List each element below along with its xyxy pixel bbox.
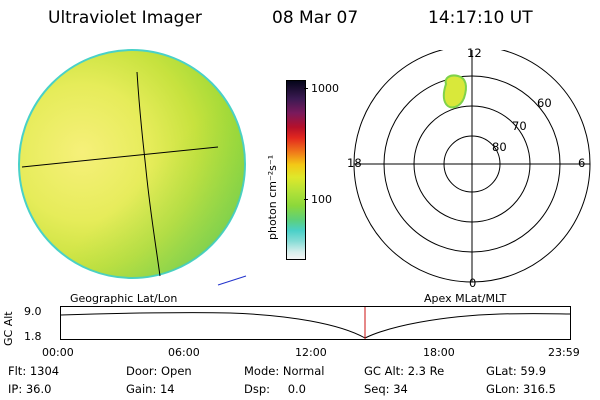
lat-label-70: 70 [512,119,527,133]
flt-value: 1304 [29,364,60,378]
dsp-value: 0.0 [287,382,306,396]
ip-value: 36.0 [25,382,52,396]
colorbar-tick-100 [304,199,308,200]
mlt-label-0: 0 [469,276,477,290]
time-tick-2359: 23:59 [548,346,580,359]
altitude-plot [60,306,571,340]
time-tick-0000: 00:00 [42,346,74,359]
altitude-axis-title: GC Alt [2,311,15,346]
mode-field: Mode: Normal [244,364,324,378]
flt-field: Flt: 1304 [8,364,59,378]
seq-field: Seq: 34 [364,382,408,396]
door-label: Door: [126,364,158,378]
time-tick-1200: 12:00 [295,346,327,359]
mlt-label-6: 6 [578,156,586,170]
polar-plot [353,50,591,283]
altitude-tick-9: 9.0 [24,305,42,318]
apex-caption: Apex MLat/MLT [424,292,507,305]
ip-field: IP: 36.0 [8,382,51,396]
polar-aurora-patch [442,74,467,109]
time-label: 14:17:10 UT [428,8,533,28]
glat-field: GLat: 59.9 [486,364,546,378]
geographic-image [18,49,247,286]
mlt-label-12: 12 [467,46,482,60]
geographic-caption: Geographic Lat/Lon [70,292,178,305]
altitude-tick-1-8: 1.8 [24,330,42,343]
mlt-label-18: 18 [347,156,362,170]
lat-label-80: 80 [492,140,507,154]
glon-label: GLon: [486,382,520,396]
flt-label: Flt: [8,364,27,378]
ip-label: IP: [8,382,23,396]
gc-alt-field: GC Alt: 2.3 Re [364,364,444,378]
glat-value: 59.9 [520,364,547,378]
colorbar-label-1000: 1000 [311,82,339,95]
longitude-line [136,71,161,277]
mode-label: Mode: [244,364,280,378]
seq-label: Seq: [364,382,390,396]
colorbar-label-100: 100 [311,193,332,206]
time-tick-0600: 06:00 [168,346,200,359]
colorbar [286,80,306,260]
seq-value: 34 [393,382,408,396]
mode-value: Normal [282,364,325,378]
colorbar-tick-1000 [304,88,308,89]
glon-field: GLon: 316.5 [486,382,556,396]
altitude-plot-frame [60,306,571,340]
dsp-field: Dsp: 0.0 [244,382,306,396]
lat-label-60: 60 [537,96,552,110]
instrument-title: Ultraviolet Imager [48,8,202,28]
altitude-curve [60,312,571,339]
orientation-tick [217,275,247,286]
time-tick-1800: 18:00 [423,346,455,359]
door-value: Open [160,364,192,378]
door-field: Door: Open [126,364,192,378]
dsp-label: Dsp: [244,382,271,396]
glon-value: 316.5 [522,382,556,396]
earth-disk-shade [19,50,245,278]
glat-label: GLat: [486,364,517,378]
gc-alt-label: GC Alt: [364,364,405,378]
date-label: 08 Mar 07 [272,8,359,28]
latitude-line [21,146,219,168]
colorbar-unit: photon cm⁻²s⁻¹ [266,154,279,240]
gain-value: 14 [159,382,175,396]
gc-alt-value: 2.3 Re [407,364,445,378]
gain-label: Gain: [126,382,157,396]
gain-field: Gain: 14 [126,382,175,396]
